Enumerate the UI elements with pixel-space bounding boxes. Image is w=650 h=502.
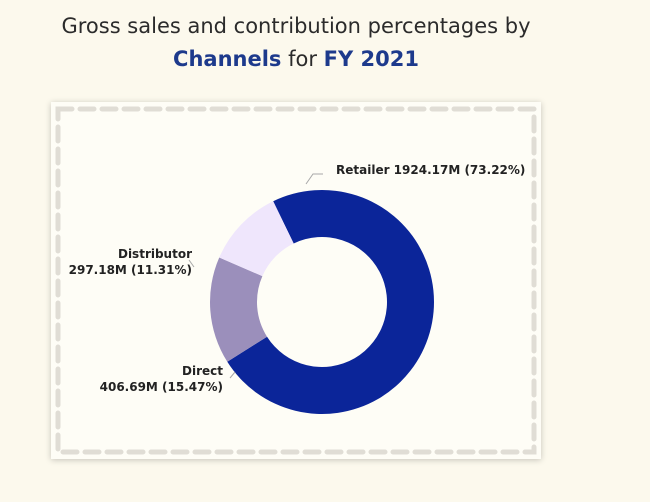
donut-slices [210,190,434,414]
label-distributor: Distributor 297.18M (11.31%) [51,246,192,278]
label-direct: Direct 406.69M (15.47%) [51,363,223,395]
slice-direct[interactable] [210,257,268,362]
leader-line-distributor [188,259,195,268]
chart-title-line-1: Gross sales and contribution percentages… [0,14,592,39]
slice-distributor[interactable] [219,201,294,277]
chart-title-line-2: Channels for FY 2021 [0,47,592,72]
leader-line-direct [229,371,236,379]
donut-chart [55,106,537,455]
title-for: for [288,47,317,71]
card-dashed-border [55,106,537,455]
label-distributor-value: 297.18M (11.31%) [68,263,192,277]
chart-card: Retailer 1924.17M (73.22%) Distributor 2… [51,102,541,459]
label-distributor-name: Distributor [117,247,192,261]
label-retailer: Retailer 1924.17M (73.22%) [336,162,525,178]
label-direct-name: Direct [182,364,223,378]
title-text: Gross sales and contribution percentages… [61,14,531,38]
slice-retailer[interactable] [227,190,434,414]
label-retailer-text: Retailer 1924.17M (73.22%) [336,163,526,177]
leader-line-retailer [305,173,323,185]
label-direct-value: 406.69M (15.47%) [99,380,223,394]
title-fy: FY 2021 [323,47,419,71]
title-channels: Channels [173,47,282,71]
